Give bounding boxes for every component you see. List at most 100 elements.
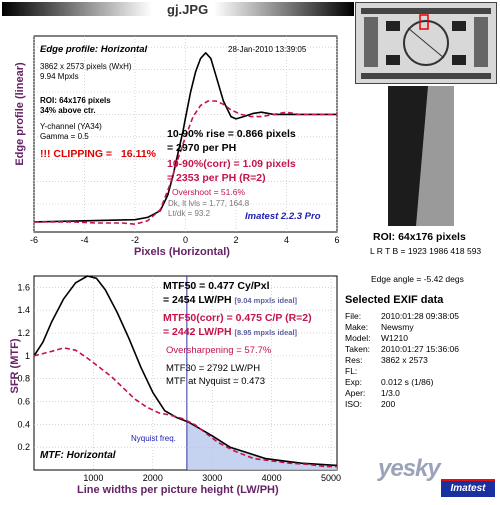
exif-row: Taken: 2010:01:27 15:36:06 bbox=[345, 344, 495, 355]
clipping-value: 16.11% bbox=[120, 148, 157, 160]
grayscale-gradient-bar-right bbox=[214, 2, 354, 16]
x-tick-label: -6 bbox=[30, 235, 38, 245]
y-tick-label: 1 bbox=[25, 351, 30, 361]
exif-label: Make: bbox=[345, 322, 369, 332]
mtf50corr-lw-text: = 2442 LW/PH bbox=[163, 326, 232, 339]
edge-profile-plot: -6 -4 -2 0 2 4 6 bbox=[30, 35, 340, 245]
exif-label: File: bbox=[345, 311, 362, 321]
levels-block: Dk, lt lvls = 1.77, 164.8 Lt/dk = 93.2 bbox=[168, 199, 249, 219]
edge-profile-chart: -6 -4 -2 0 2 4 6 bbox=[0, 20, 345, 260]
watermark-yesky: yesky bbox=[378, 455, 441, 482]
x-tick-label: 6 bbox=[334, 235, 339, 245]
clipping-label: !!! CLIPPING = bbox=[40, 148, 113, 160]
edge-gamma: Gamma = 0.5 bbox=[40, 132, 89, 141]
y-tick-label: 1.6 bbox=[17, 282, 30, 292]
imatest-version: Imatest 2.2.3 Pro bbox=[245, 211, 321, 222]
window-title: gj.JPG bbox=[167, 2, 209, 17]
exif-value: 1/3.0 bbox=[381, 388, 400, 398]
exif-row: Aper: 1/3.0 bbox=[345, 388, 495, 399]
mtf-nyquist: MTF at Nyquist = 0.473 bbox=[166, 375, 265, 387]
mtf30: MTF30 = 2792 LW/PH bbox=[166, 363, 261, 374]
x-tick-label: -4 bbox=[80, 235, 88, 245]
side-roi: ROI: 64x176 pixels bbox=[373, 231, 466, 243]
exif-row: File: 2010:01:28 09:38:05 bbox=[345, 311, 495, 322]
nyquist-region bbox=[186, 421, 337, 470]
edge-roi-block: ROI: 64x176 pixels 34% above ctr. bbox=[40, 96, 111, 116]
measured-series-line bbox=[33, 275, 338, 467]
exif-value: 2010:01:27 15:36:06 bbox=[381, 344, 459, 354]
exif-label: ISO: bbox=[345, 399, 363, 409]
mtf50corr-value: MTF50(corr) = 0.475 C/P (R=2) bbox=[163, 311, 312, 325]
mtf50corr-r: (R=2) bbox=[285, 312, 312, 324]
exif-label: Exp: bbox=[345, 377, 363, 387]
exif-label: Res: bbox=[345, 355, 363, 365]
chart-thumbnail-graphic bbox=[356, 3, 496, 83]
roi-edge-graphic bbox=[388, 86, 454, 226]
exif-value: 3862 x 2573 bbox=[381, 355, 428, 365]
edge-profile-xlabel: Pixels (Horizontal) bbox=[134, 246, 230, 258]
edge-dims: 3862 x 2573 pixels (WxH) bbox=[40, 62, 132, 71]
edge-above: 34% above ctr. bbox=[40, 106, 96, 115]
clipping-warning: !!! CLIPPING = 16.11% bbox=[40, 148, 156, 160]
rise-line1: 10-90% rise = 0.866 pixels bbox=[167, 128, 296, 140]
mtf50-block: MTF50 = 0.477 Cy/Pxl = 2454 LW/PH [9.04 … bbox=[163, 279, 297, 307]
exif-list: File: 2010:01:28 09:38:05 Make: Newsmy Model… bbox=[345, 311, 495, 410]
exif-row: Exp: 0.012 s (1/86) bbox=[345, 377, 495, 388]
x-tick-label: -2 bbox=[131, 235, 139, 245]
corrected-series-line bbox=[34, 100, 337, 225]
test-chart-thumbnail bbox=[355, 2, 497, 84]
corr-line2: = 2353 per PH (R=2) bbox=[167, 172, 266, 185]
x-tick-label: 4 bbox=[284, 235, 289, 245]
edge-mpx: 9.94 Mpxls bbox=[40, 72, 79, 81]
exif-value: 200 bbox=[381, 399, 396, 409]
y-tick-label: 1.4 bbox=[17, 305, 30, 315]
exif-value: 0.012 s (1/86) bbox=[381, 377, 434, 387]
edge-header: Edge profile: Horizontal bbox=[40, 44, 148, 55]
dk-levels: Dk, lt lvls = 1.77, 164.8 bbox=[168, 199, 250, 208]
exif-value: W1210 bbox=[381, 333, 408, 343]
mtf50-value: MTF50 = 0.477 Cy/Pxl bbox=[163, 280, 270, 292]
y-tick-label: 1.2 bbox=[17, 328, 30, 338]
edge-profile-ylabel: Edge profile (linear) bbox=[14, 62, 26, 166]
side-lrtb: L R T B = 1923 1986 418 593 bbox=[370, 246, 482, 256]
edge-channel: Y-channel (YA34) bbox=[40, 122, 102, 131]
oversharpening: Oversharpening = 57.7% bbox=[166, 345, 272, 356]
corrected-series-line bbox=[33, 347, 337, 468]
mtf-ylabel: SFR (MTF) bbox=[9, 338, 21, 394]
grayscale-gradient-bar bbox=[2, 2, 152, 16]
exif-label: FL: bbox=[345, 366, 358, 376]
edge-header-block: Edge profile: Horizontal bbox=[40, 44, 147, 56]
corr-block: 10-90%(corr) = 1.09 pixels = 2353 per PH… bbox=[167, 157, 296, 185]
exif-value: 2010:01:28 09:38:05 bbox=[381, 311, 459, 321]
x-tick-label: 2000 bbox=[143, 473, 163, 483]
mtf50-lw-text: = 2454 LW/PH bbox=[163, 294, 232, 307]
rise-line2: = 2970 per PH bbox=[167, 142, 237, 155]
edge-angle: Edge angle = -5.42 degs bbox=[371, 274, 464, 284]
edge-meta: 3862 x 2573 pixels (WxH) 9.94 Mpxls bbox=[40, 62, 132, 82]
exif-row: Make: Newsmy bbox=[345, 322, 495, 333]
mtf-plot: 1000 2000 3000 4000 5000 0.2 0.4 0.6 0.8 1 1.2 1.4 1… bbox=[17, 275, 341, 483]
roi-image bbox=[388, 86, 454, 226]
mtf-header: MTF: Horizontal bbox=[40, 450, 116, 461]
x-tick-label: 2 bbox=[233, 235, 238, 245]
edge-date: 28-Jan-2010 13:39:05 bbox=[228, 45, 307, 54]
exif-row: ISO: 200 bbox=[345, 399, 495, 410]
y-tick-label: 0.4 bbox=[17, 419, 30, 429]
mtf50corr-block: MTF50(corr) = 0.475 C/P (R=2) = 2442 LW/… bbox=[163, 311, 312, 339]
exif-value: Newsmy bbox=[381, 322, 414, 332]
exif-label: Taken: bbox=[345, 344, 371, 354]
mtf-chart: 1000 2000 3000 4000 5000 0.2 0.4 0.6 0.8 1 1.2 1.4 1… bbox=[0, 262, 345, 500]
mtf50-ideal: [9.04 mpxls ideal] bbox=[234, 296, 298, 306]
plot-frame bbox=[33, 35, 338, 233]
mtf30-block: MTF30 = 2792 LW/PH MTF at Nyquist = 0.47… bbox=[166, 363, 265, 389]
y-tick-label: 0.2 bbox=[17, 442, 30, 452]
plot-frame bbox=[33, 275, 338, 471]
exif-title: Selected EXIF data bbox=[345, 294, 444, 306]
corr-line1: 10-90%(corr) = 1.09 pixels bbox=[167, 158, 296, 170]
x-tick-label: 3000 bbox=[202, 473, 222, 483]
exif-row: Res: 3862 x 2573 bbox=[345, 355, 495, 366]
exif-row: FL: bbox=[345, 366, 495, 377]
exif-row: Model: W1210 bbox=[345, 333, 495, 344]
edge-channel-block: Y-channel (YA34) Gamma = 0.5 bbox=[40, 122, 102, 142]
mtf50corr-text: MTF50(corr) = 0.475 C/P bbox=[163, 312, 283, 324]
